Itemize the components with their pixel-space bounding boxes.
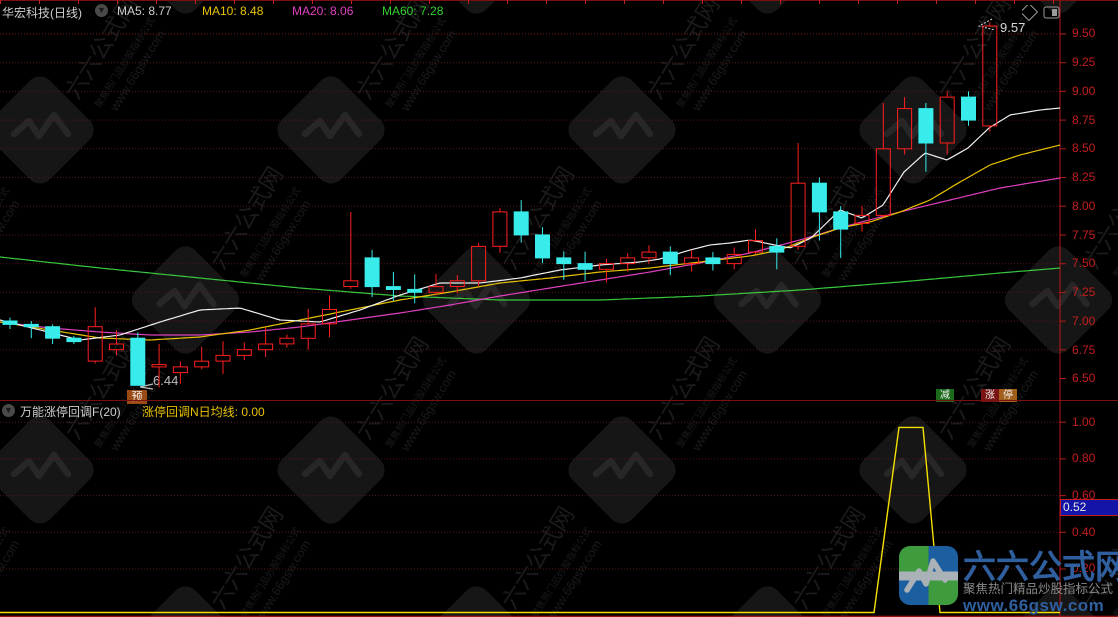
svg-text:六六公式网: 六六公式网 <box>963 548 1118 585</box>
svg-text:聚焦热门精品炒股指标公式: 聚焦热门精品炒股指标公式 <box>963 581 1114 596</box>
svg-text:www.66gsw.com: www.66gsw.com <box>962 596 1104 615</box>
